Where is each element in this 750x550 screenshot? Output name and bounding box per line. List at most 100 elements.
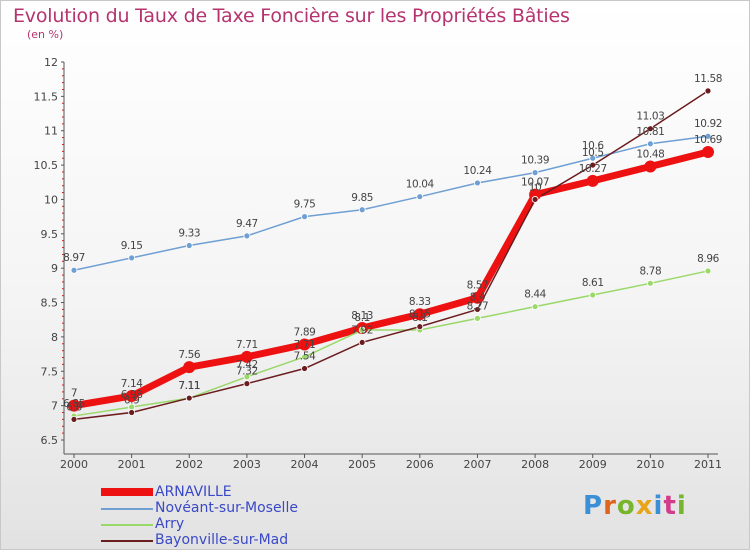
data-label-1: 8.97	[63, 252, 85, 264]
data-point-3	[301, 365, 308, 372]
logo-letter: i	[653, 491, 664, 521]
data-label-1: 9.15	[121, 240, 143, 252]
data-point-1	[589, 154, 597, 162]
data-label-3: 10	[529, 181, 542, 193]
data-label-2: 6.98	[121, 389, 143, 401]
data-point-0	[644, 160, 657, 173]
legend-swatch-arry	[101, 524, 153, 526]
x-tick-label: 2001	[118, 458, 146, 471]
y-tick-label: 8	[51, 331, 58, 344]
data-label-1: 9.85	[351, 192, 373, 204]
data-label-0: 8.57	[467, 280, 489, 292]
data-label-2: 8.44	[524, 289, 546, 301]
series-line-3	[73, 90, 709, 421]
chart-title: Evolution du Taux de Taxe Foncière sur l…	[13, 5, 570, 27]
data-label-3: 10.5	[582, 147, 604, 159]
x-tick-label: 2007	[463, 458, 491, 471]
legend-label-bayonville: Bayonville-sur-Mad	[155, 532, 289, 548]
data-label-3: 6.8	[66, 401, 82, 413]
x-tick-label: 2005	[348, 458, 376, 471]
data-label-1: 10.04	[406, 179, 435, 191]
data-label-3: 7.32	[236, 366, 258, 378]
data-point-3	[646, 125, 654, 133]
legend-swatch-noveant	[101, 508, 153, 510]
legend-swatch-arnaville	[101, 488, 153, 496]
data-label-1: 9.47	[236, 218, 258, 230]
data-point-3	[358, 339, 366, 346]
data-label-2: 8.1	[354, 312, 370, 324]
data-point-0	[68, 399, 80, 412]
data-point-3	[185, 394, 193, 402]
data-point-0	[702, 146, 714, 159]
x-tick-label: 2010	[636, 458, 664, 471]
data-point-3	[589, 161, 597, 169]
logo-letter: x	[635, 491, 654, 521]
data-label-2: 7.42	[236, 359, 258, 371]
data-point-1	[301, 213, 308, 221]
data-point-1	[128, 254, 136, 262]
x-tick-label: 2003	[233, 458, 261, 471]
data-point-2	[301, 353, 308, 361]
y-tick-label: 12	[44, 56, 58, 69]
series-line-1	[73, 135, 709, 271]
data-point-2	[358, 326, 366, 334]
logo-letter: o	[616, 491, 636, 521]
legend-item-arnaville: ARNAVILLE	[101, 484, 401, 501]
data-label-3: 6.9	[124, 395, 140, 407]
data-point-0	[298, 338, 311, 351]
data-label-0: 7.14	[121, 378, 143, 390]
logo-letter: t	[663, 491, 677, 521]
y-tick-label: 10.5	[34, 159, 59, 172]
data-label-3: 7.92	[351, 324, 373, 336]
data-point-2	[589, 291, 597, 299]
legend: ARNAVILLE Novéant-sur-Moselle Arry Bayon…	[101, 484, 401, 549]
y-tick-label: 10	[44, 193, 58, 206]
logo-letter: r	[603, 491, 617, 521]
legend-item-noveant: Novéant-sur-Moselle	[101, 500, 401, 517]
data-point-1	[416, 193, 424, 201]
y-tick-label: 6.5	[41, 434, 59, 447]
data-label-1: 10.24	[463, 165, 492, 177]
legend-label-noveant: Novéant-sur-Moselle	[155, 500, 298, 516]
data-label-3: 11.03	[636, 111, 664, 123]
data-label-3: 8.4	[470, 291, 486, 303]
legend-item-bayonville: Bayonville-sur-Mad	[101, 532, 401, 549]
x-tick-label: 2000	[60, 458, 88, 471]
legend-label-arry: Arry	[155, 516, 185, 532]
data-point-1	[70, 266, 78, 274]
data-point-3	[474, 306, 481, 313]
data-label-2: 7.11	[178, 380, 200, 392]
data-label-0: 10.27	[579, 163, 607, 175]
data-point-2	[243, 373, 251, 381]
y-tick-label: 7	[51, 400, 58, 413]
data-label-0: 7.71	[236, 339, 258, 351]
data-point-0	[413, 308, 426, 321]
data-label-2: 8.78	[639, 265, 661, 277]
data-label-2: 8.61	[582, 277, 604, 289]
data-point-3	[128, 409, 136, 416]
data-point-1	[531, 169, 539, 177]
data-label-0: 7.89	[294, 326, 316, 338]
legend-label-arnaville: ARNAVILLE	[155, 484, 232, 500]
data-label-1: 10.6	[582, 140, 604, 152]
legend-item-arry: Arry	[101, 516, 401, 533]
y-tick-label: 11.5	[34, 90, 59, 103]
data-label-2: 7.71	[294, 339, 316, 351]
data-point-3	[704, 87, 712, 95]
data-point-1	[185, 242, 193, 249]
data-label-0: 10.07	[521, 177, 549, 189]
data-label-1: 10.92	[694, 118, 722, 130]
data-point-0	[586, 174, 599, 187]
data-label-0: 8.33	[409, 296, 431, 308]
data-point-2	[474, 314, 481, 322]
y-tick-label: 9	[51, 262, 58, 275]
data-point-1	[243, 232, 251, 240]
y-tick-label: 8.5	[41, 297, 59, 310]
data-label-0: 7.56	[178, 349, 200, 361]
y-tick-label: 11	[44, 125, 58, 138]
data-point-0	[471, 291, 484, 304]
data-label-0: 10.69	[694, 134, 722, 146]
data-label-2: 8.96	[697, 253, 719, 265]
